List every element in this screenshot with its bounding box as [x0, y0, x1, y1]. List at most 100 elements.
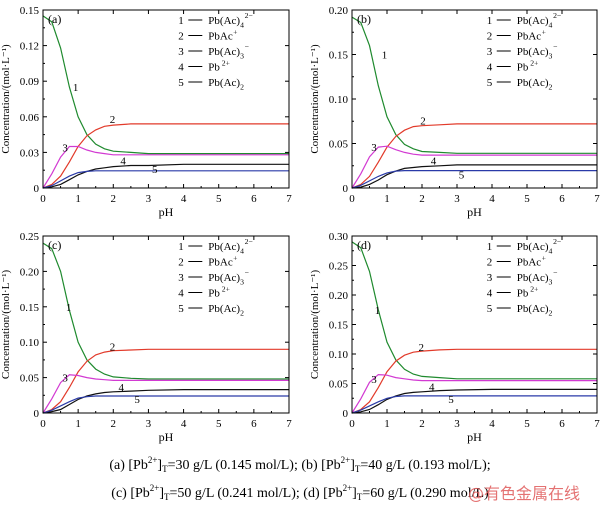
y-tick-label: 0.15 — [329, 320, 349, 332]
x-tick-label: 4 — [181, 193, 187, 205]
legend-number-5: 5 — [487, 303, 493, 315]
curve-label-2: 2 — [110, 341, 116, 353]
series-line-4 — [42, 163, 289, 189]
curve-label-4: 4 — [119, 382, 125, 394]
curve-label-2: 2 — [420, 115, 426, 127]
legend-number-3: 3 — [487, 272, 493, 284]
y-tick-label: 0.20 — [329, 290, 349, 302]
y-tick-label: 0.05 — [329, 379, 349, 391]
y-tick-label: 0.30 — [329, 231, 349, 243]
caption-b-value: =40 g/L (0.193 mol/L); — [360, 458, 491, 473]
legend-entry-1: Pb(Ac)42− — [517, 237, 562, 255]
curve-label-2: 2 — [110, 114, 116, 126]
legend-entry-2: PbAc+ — [208, 254, 237, 269]
panel-label: (d) — [357, 238, 371, 252]
series-line-3 — [351, 145, 597, 189]
y-tick-label: 0.20 — [329, 5, 349, 17]
caption-d-sub: T — [356, 492, 363, 502]
legend-entry-3: Pb(Ac)3− — [517, 268, 558, 286]
legend-entry-3: Pb(Ac)3− — [517, 42, 558, 60]
x-tick-label: 0 — [40, 418, 46, 430]
series-line-4 — [351, 388, 597, 414]
x-tick-label: 6 — [251, 193, 257, 205]
x-tick-label: 4 — [489, 418, 495, 430]
legend-entry-3: Pb(Ac)3− — [208, 42, 249, 60]
x-axis-title: pH — [467, 430, 482, 444]
legend-number-5: 5 — [178, 303, 184, 315]
caption-b-label: (b) [Pb — [297, 458, 341, 473]
caption-a-value: =30 g/L (0.145 mol/L); — [167, 458, 298, 473]
x-tick-label: 3 — [146, 193, 152, 205]
x-tick-label: 1 — [75, 418, 81, 430]
y-tick-label: 0 — [343, 183, 349, 195]
caption-a-sup: 2+ — [147, 455, 158, 465]
legend-number-2: 2 — [487, 257, 493, 269]
series-line-5 — [351, 170, 597, 189]
series-line-5 — [42, 395, 289, 414]
x-axis-title: pH — [159, 205, 174, 219]
x-tick-label: 7 — [286, 418, 292, 430]
series-line-3 — [42, 374, 289, 414]
x-axis-title: pH — [159, 430, 174, 444]
y-tick-label: 0.10 — [329, 94, 349, 106]
y-tick-label: 0 — [343, 408, 349, 420]
legend-entry-2: PbAc+ — [517, 254, 546, 269]
y-tick-label: 0 — [34, 408, 40, 420]
legend-entry-3: Pb(Ac)3− — [208, 268, 249, 286]
y-axis-title: Concentration/(mol·L⁻¹) — [309, 270, 321, 380]
x-tick-label: 6 — [251, 418, 257, 430]
chart-panel-a: 1 2 3 4 5 0 1 2 3 4 5 6 7 0 0.03 0.06 0.09 0.12 0.15 pH Conc… — [0, 5, 292, 219]
curve-label-1: 1 — [66, 302, 72, 314]
legend-number-4: 4 — [487, 62, 493, 74]
plot-frame — [42, 9, 290, 189]
y-axis-title: Concentration/(mol·L⁻¹) — [0, 44, 12, 154]
x-axis-title: pH — [467, 205, 482, 219]
caption-c-sup: 2+ — [149, 483, 160, 493]
x-tick-label: 7 — [594, 193, 600, 205]
caption-line-2: (c) [Pb2+]T=50 g/L (0.241 mol/L); (d) [P… — [111, 483, 489, 502]
legend-entry-4: Pb 2+ — [517, 285, 539, 300]
panel-label: (b) — [357, 12, 371, 26]
y-tick-label: 0.20 — [20, 266, 40, 278]
legend-entry-5: Pb(Ac)2 — [517, 303, 553, 317]
curve-label-3: 3 — [371, 374, 377, 386]
legend-number-2: 2 — [178, 257, 184, 269]
legend-number-5: 5 — [178, 77, 184, 89]
series-line-2 — [42, 348, 289, 414]
curve-label-2: 2 — [419, 342, 425, 354]
curve-label-5: 5 — [134, 394, 140, 406]
y-tick-label: 0 — [34, 183, 40, 195]
x-tick-label: 1 — [384, 193, 390, 205]
x-tick-label: 6 — [559, 193, 565, 205]
legend-entry-4: Pb 2+ — [517, 59, 539, 74]
plot-frame — [42, 235, 290, 414]
y-axis-title: Concentration/(mol·L⁻¹) — [309, 44, 321, 154]
y-tick-label: 0.05 — [329, 139, 349, 151]
legend-number-2: 2 — [178, 31, 184, 43]
x-tick-label: 5 — [524, 418, 530, 430]
legend-number-1: 1 — [487, 241, 493, 253]
y-tick-label: 0.10 — [20, 337, 40, 349]
y-tick-label: 0.09 — [20, 76, 40, 88]
chart-panel-b: 1 2 3 4 5 0 1 2 3 4 5 6 7 0 0.05 0.10 0.15 0.20 pH Concentr… — [309, 5, 600, 219]
legend-entry-1: Pb(Ac)42− — [208, 237, 253, 255]
legend-number-1: 1 — [487, 15, 493, 27]
y-tick-label: 0.05 — [20, 373, 40, 385]
caption-d-value: =60 g/L (0.290 mol/L) — [362, 486, 489, 501]
curve-label-5: 5 — [459, 170, 465, 182]
x-tick-label: 3 — [454, 418, 460, 430]
series-line-4 — [351, 164, 597, 189]
x-tick-label: 5 — [524, 193, 530, 205]
series-line-4 — [42, 389, 289, 414]
x-tick-label: 1 — [75, 193, 81, 205]
y-tick-label: 0.25 — [329, 261, 349, 273]
series-line-1 — [42, 242, 289, 380]
series-line-3 — [351, 373, 597, 414]
legend-number-4: 4 — [487, 288, 493, 300]
x-tick-label: 7 — [286, 193, 292, 205]
legend-number-5: 5 — [487, 77, 493, 89]
caption-b-sub: T — [354, 464, 361, 474]
x-tick-label: 2 — [419, 418, 425, 430]
x-tick-label: 3 — [454, 193, 460, 205]
y-tick-label: 0.15 — [20, 5, 40, 17]
